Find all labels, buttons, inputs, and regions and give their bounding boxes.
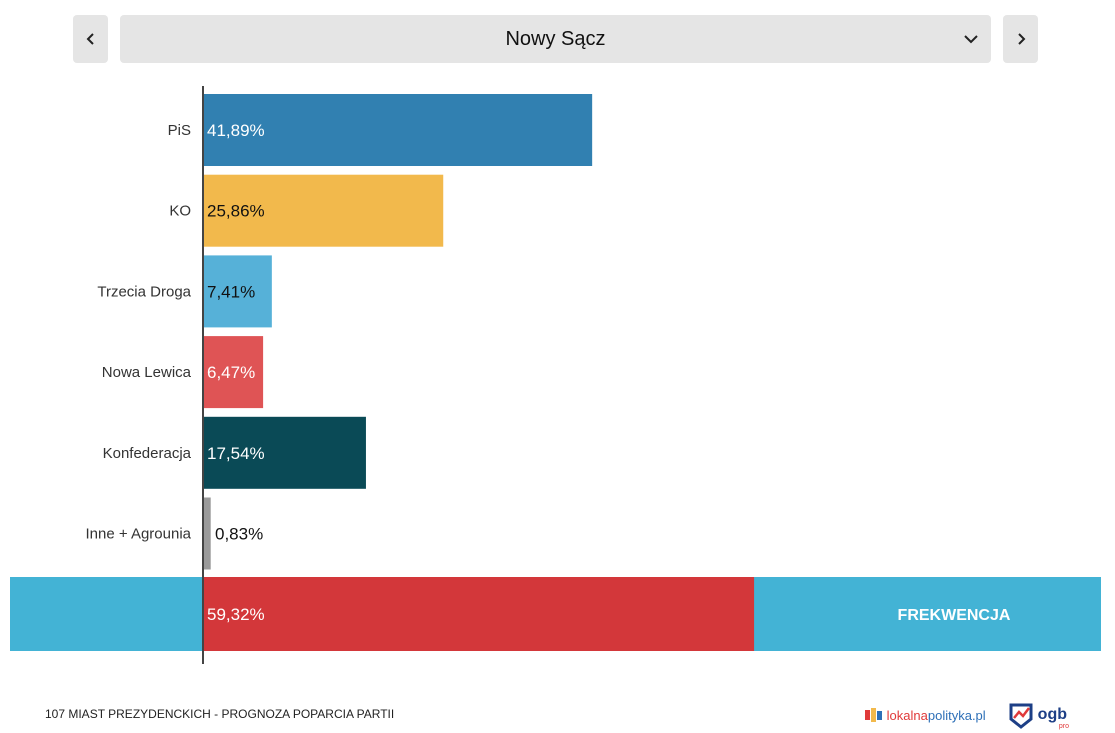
category-label: KO <box>169 203 191 220</box>
category-label: Nowa Lewica <box>102 364 192 381</box>
footer-title: 107 MIAST PREZYDENCKICH - PROGNOZA POPAR… <box>45 707 395 721</box>
value-label: 17,54% <box>207 444 265 463</box>
logo-text-polityka: polityka.pl <box>927 707 986 723</box>
category-label: PiS <box>168 122 191 139</box>
category-label: Trzecia Droga <box>97 283 191 300</box>
category-label: Inne + Agrounia <box>85 526 191 543</box>
value-label: 7,41% <box>207 282 255 301</box>
logo-text-ogb: ogb <box>1037 706 1067 723</box>
prev-city-button[interactable] <box>73 15 108 63</box>
value-label: 25,86% <box>207 202 265 221</box>
chevron-left-icon <box>86 33 94 45</box>
ogb-logo-icon <box>1009 703 1033 729</box>
bar-4 <box>203 416 366 489</box>
category-label: Konfederacja <box>103 445 192 462</box>
footer-logos: lokalnapolityka.pl ogb pro <box>864 700 1069 730</box>
bar-2 <box>203 255 272 328</box>
lokalnapolityka-logo[interactable]: lokalnapolityka.pl <box>864 707 986 723</box>
lokalnapolityka-logo-icon <box>864 708 882 722</box>
bar-3 <box>203 336 264 409</box>
logo-text-lokalna: lokalna <box>886 707 928 723</box>
city-select[interactable]: Nowy Sącz <box>120 15 991 63</box>
ogb-logo[interactable]: ogb pro <box>1008 701 1069 730</box>
turnout-value-label: 59,32% <box>207 605 265 624</box>
value-label: 41,89% <box>207 121 265 140</box>
bar-5 <box>203 497 211 570</box>
chevron-down-icon <box>964 35 978 44</box>
city-select-value: Nowy Sącz <box>505 28 606 50</box>
turnout-bar <box>203 577 755 651</box>
chevron-right-icon <box>1017 33 1025 45</box>
next-city-button[interactable] <box>1003 15 1038 63</box>
logo-text-pro: pro <box>1058 723 1069 730</box>
bar-1 <box>203 174 444 247</box>
value-label: 6,47% <box>207 363 255 382</box>
bar-0 <box>203 94 593 166</box>
value-label: 0,83% <box>215 525 263 544</box>
party-support-chart: PiS 41,89% KO 25,86% Trzecia Droga 7,41% Nowa … <box>10 86 1101 664</box>
turnout-label: FREKWENCJA <box>898 607 1011 624</box>
